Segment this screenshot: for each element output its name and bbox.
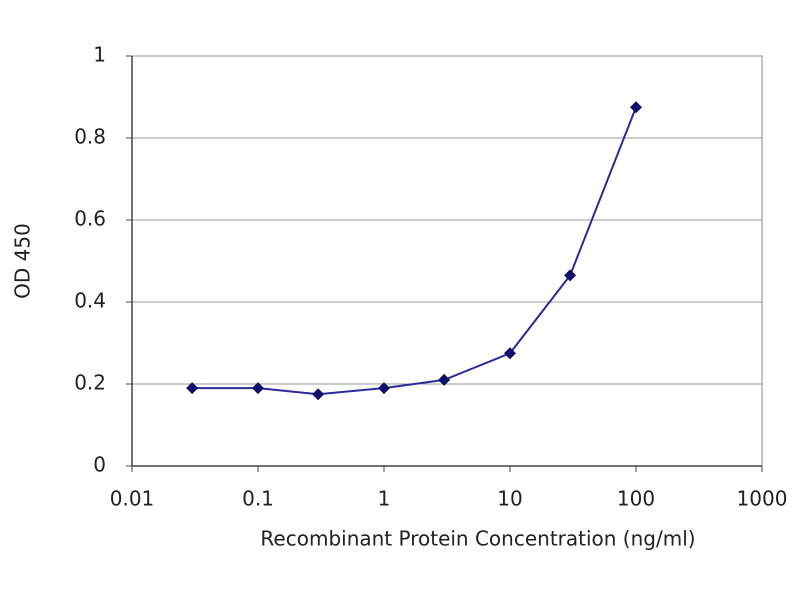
data-point (438, 373, 451, 386)
x-tick-label: 10 (497, 487, 522, 511)
y-tick-label: 1 (93, 43, 106, 67)
y-tick-label: 0.6 (74, 207, 106, 231)
x-tick-label: 1 (378, 487, 391, 511)
data-point (564, 269, 577, 282)
x-tick-label: 1000 (737, 487, 788, 511)
y-tick-label: 0.2 (74, 371, 106, 395)
data-point (312, 388, 325, 401)
x-tick-label: 0.1 (242, 487, 274, 511)
y-tick-label: 0 (93, 453, 106, 477)
y-tick-label: 0.8 (74, 125, 106, 149)
data-point (378, 382, 390, 395)
x-axis-label: Recombinant Protein Concentration (ng/ml… (260, 527, 695, 551)
x-tick-label: 0.01 (110, 487, 155, 511)
data-point (252, 382, 264, 395)
plot-area (131, 55, 763, 467)
data-line (192, 106, 637, 396)
y-tick-label: 0.4 (74, 289, 106, 313)
data-point (630, 101, 642, 114)
data-point (186, 382, 199, 395)
x-tick-label: 100 (617, 487, 655, 511)
data-point (504, 347, 516, 360)
y-axis-label: OD 450 (11, 223, 35, 299)
